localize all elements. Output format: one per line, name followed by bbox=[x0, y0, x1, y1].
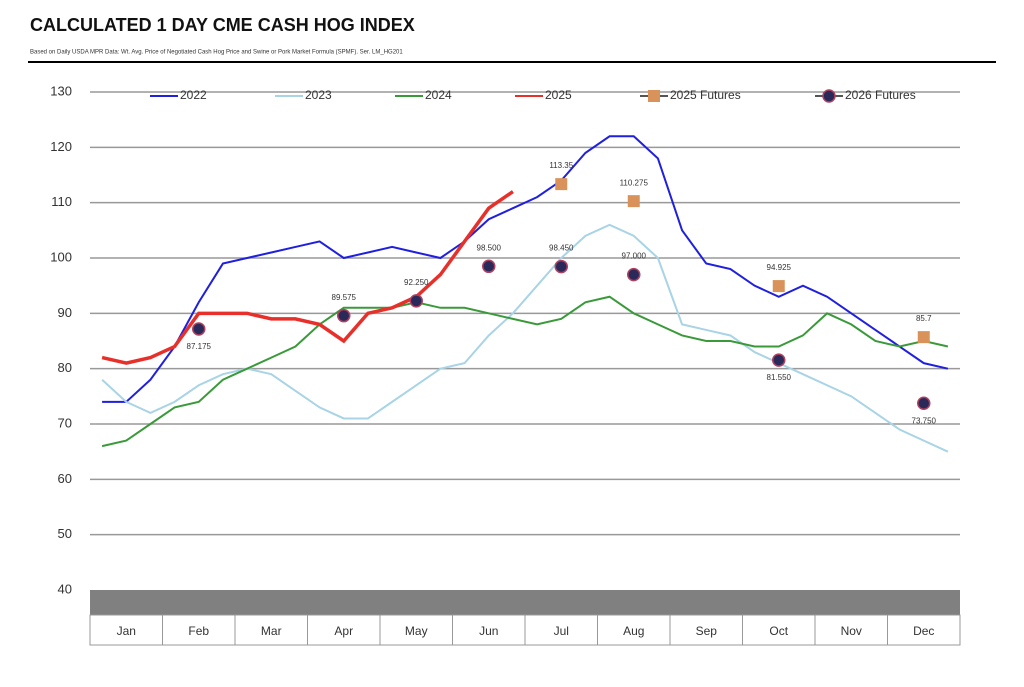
marker bbox=[627, 195, 640, 208]
data-label: 97.000 bbox=[622, 252, 647, 261]
marker bbox=[822, 89, 836, 103]
x-tick-label: Mar bbox=[261, 624, 282, 638]
series-line bbox=[102, 135, 949, 403]
data-label: 92.250 bbox=[404, 278, 429, 287]
y-tick-label: 90 bbox=[58, 305, 72, 320]
marker bbox=[554, 259, 568, 274]
series-line bbox=[101, 223, 949, 453]
data-label: 81.550 bbox=[767, 373, 792, 382]
data-label: 94.925 bbox=[767, 263, 792, 272]
data-label: 113.35 bbox=[549, 161, 573, 170]
data-label: 98.450 bbox=[549, 244, 574, 253]
legend-label: 2025 bbox=[545, 88, 572, 102]
series-line bbox=[101, 190, 514, 365]
x-tick-label: Apr bbox=[334, 624, 353, 638]
data-label: 73.750 bbox=[912, 416, 937, 425]
chart-subtitle: Based on Daily USDA MPR Data: Wt. Avg. P… bbox=[30, 50, 403, 56]
marker bbox=[772, 280, 785, 293]
marker bbox=[772, 353, 786, 367]
x-tick-label: Jun bbox=[479, 624, 498, 638]
y-tick-label: 130 bbox=[50, 83, 72, 98]
data-label: 89.575 bbox=[332, 293, 357, 302]
x-tick-label: Sep bbox=[696, 624, 718, 638]
data-label: 98.500 bbox=[477, 243, 502, 252]
x-tick-label: Feb bbox=[188, 624, 209, 638]
marker bbox=[192, 322, 206, 336]
y-tick-label: 40 bbox=[58, 581, 72, 596]
y-tick-label: 120 bbox=[50, 139, 72, 154]
marker bbox=[337, 308, 351, 323]
y-tick-label: 50 bbox=[58, 526, 72, 541]
x-tick-label: Jul bbox=[554, 624, 569, 638]
y-tick-label: 70 bbox=[58, 415, 72, 430]
legend-label: 2023 bbox=[305, 88, 332, 102]
x-tick-label: Oct bbox=[769, 624, 788, 638]
marker bbox=[917, 396, 931, 410]
legend-label: 2025 Futures bbox=[670, 88, 741, 102]
marker bbox=[648, 90, 660, 102]
data-label: 87.175 bbox=[187, 342, 212, 351]
marker bbox=[917, 331, 930, 344]
data-label: 85.7 bbox=[916, 314, 932, 323]
legend-label: 2024 bbox=[425, 88, 452, 102]
x-tick-label: Nov bbox=[841, 624, 862, 638]
x-tick-label: May bbox=[405, 624, 428, 638]
chart-title: CALCULATED 1 DAY CME CASH HOG INDEX bbox=[30, 15, 415, 35]
marker bbox=[409, 294, 423, 308]
marker bbox=[627, 267, 641, 282]
marker bbox=[555, 178, 568, 191]
marker bbox=[482, 259, 496, 274]
data-label: 110.275 bbox=[620, 178, 649, 187]
y-tick-label: 60 bbox=[58, 471, 72, 486]
y-tick-label: 110 bbox=[51, 194, 72, 209]
x-tick-label: Aug bbox=[623, 624, 644, 638]
x-tick-label: Jan bbox=[117, 624, 136, 638]
legend-label: 2022 bbox=[180, 88, 207, 102]
y-tick-label: 80 bbox=[58, 360, 72, 375]
y-tick-label: 100 bbox=[50, 249, 72, 264]
series-line bbox=[101, 295, 949, 448]
x-tick-label: Dec bbox=[913, 624, 934, 638]
legend-label: 2026 Futures bbox=[845, 88, 916, 102]
axis-band bbox=[90, 590, 960, 615]
